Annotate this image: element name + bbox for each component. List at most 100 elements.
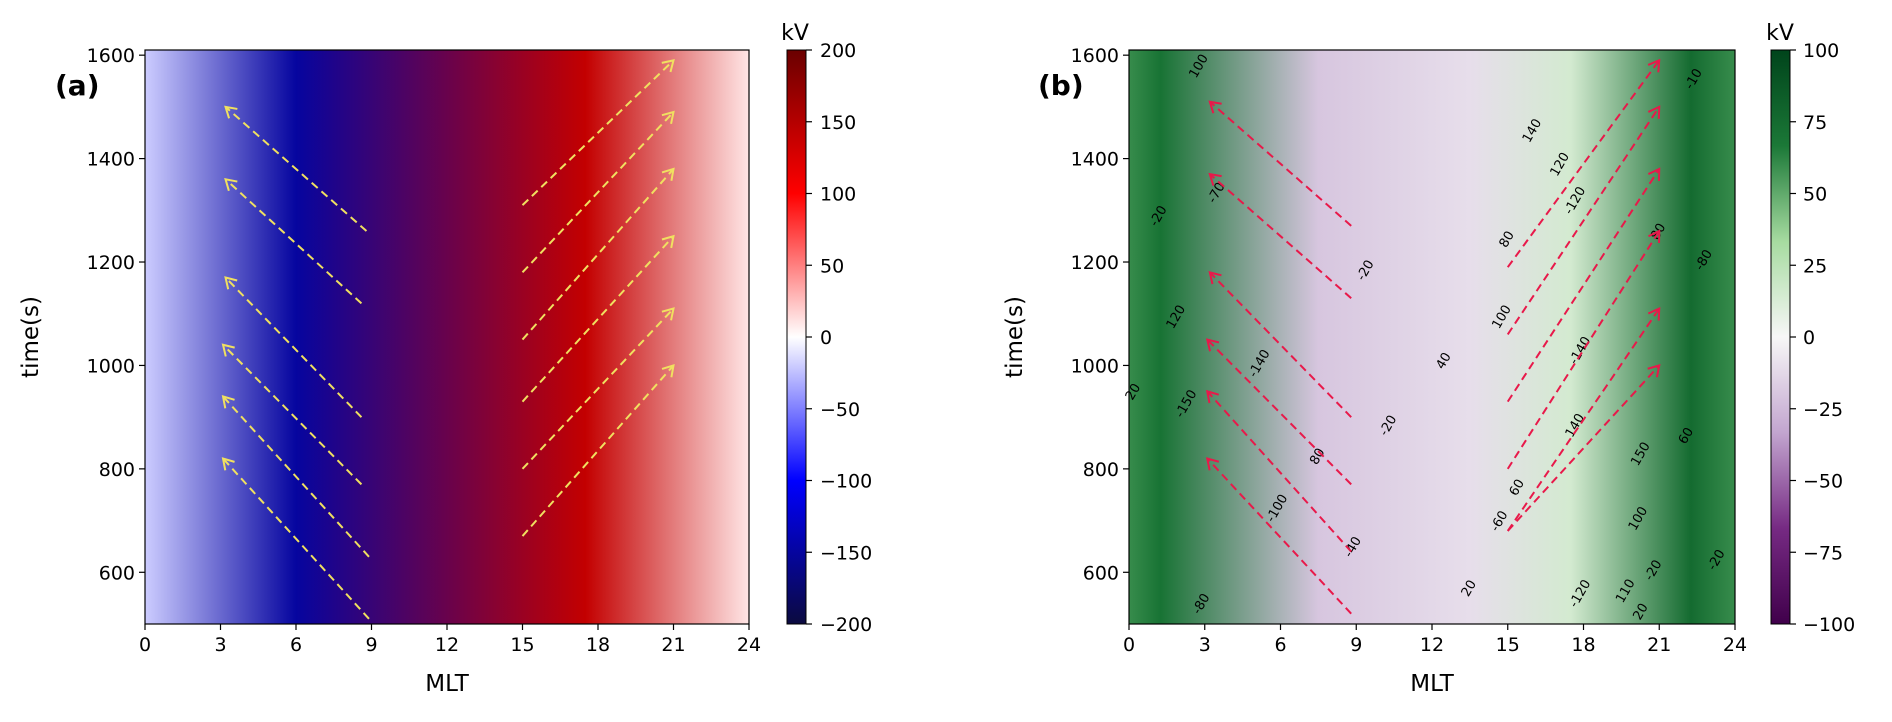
arrow-head xyxy=(1648,229,1661,244)
colorbar-tick-label: 25 xyxy=(1803,255,1827,277)
arrow xyxy=(1208,172,1352,299)
arrow xyxy=(1205,389,1352,553)
arrow-head xyxy=(1208,100,1222,114)
y-axis: 600 800 1000 1200 1400 1600 time(s) xyxy=(18,45,145,584)
arrow-shaft xyxy=(1206,390,1352,553)
colorbar-tick-label: 100 xyxy=(1803,40,1839,62)
colorbar-tick-label: 50 xyxy=(1803,184,1827,206)
colorbar-tick-label: 200 xyxy=(820,40,856,62)
arrow-head xyxy=(224,177,238,192)
colorbar-tick-label: 50 xyxy=(820,255,844,277)
contour-label: 60 xyxy=(1507,477,1528,499)
x-axis: 0 3 6 9 12 15 18 21 24 MLT xyxy=(1123,624,1747,697)
x-axis: 0 3 6 9 12 15 18 21 24 MLT xyxy=(139,624,761,697)
arrow xyxy=(1506,105,1661,335)
colorbar-tick-label: 100 xyxy=(820,184,856,206)
arrow xyxy=(521,110,675,274)
arrow xyxy=(224,177,363,305)
colorbar-tick-label: 0 xyxy=(820,327,832,349)
x-tick-label: 12 xyxy=(435,634,459,656)
arrow xyxy=(221,457,370,620)
arrow xyxy=(1506,229,1661,470)
arrow-shaft xyxy=(521,111,675,274)
x-tick-label: 12 xyxy=(1420,634,1444,656)
colorbar-tick-label: 150 xyxy=(820,112,856,134)
arrow-shaft xyxy=(521,307,675,470)
colorbar-tick-label: −200 xyxy=(820,614,872,636)
arrow xyxy=(221,343,363,486)
x-tick-label: 15 xyxy=(1496,634,1520,656)
arrow-shaft xyxy=(224,276,363,418)
arrow-shaft xyxy=(1506,168,1661,403)
y-tick-label: 800 xyxy=(99,459,135,481)
arrows xyxy=(1205,58,1661,615)
arrow-head xyxy=(1647,105,1661,119)
arrow xyxy=(221,395,370,558)
y-tick-label: 1400 xyxy=(87,149,135,171)
colorbar-scale xyxy=(786,49,807,625)
colorbar-tick-label: 0 xyxy=(1803,327,1815,349)
arrow xyxy=(521,167,675,341)
arrow xyxy=(1507,364,1661,532)
contour-label: 80 xyxy=(1497,229,1518,251)
arrow xyxy=(224,276,363,418)
heatmap-field xyxy=(145,50,749,624)
colorbar-tick-label: −100 xyxy=(820,471,872,493)
arrow-shaft xyxy=(1507,364,1660,532)
x-tick-label: 0 xyxy=(139,634,151,656)
arrow-head xyxy=(661,307,675,321)
x-tick-label: 18 xyxy=(586,634,610,656)
y-tick-label: 1600 xyxy=(87,45,135,67)
colorbar-tick-label: −50 xyxy=(820,399,860,421)
colorbar-unit: kV xyxy=(781,21,809,46)
arrow-shaft xyxy=(222,457,370,620)
arrow-shaft xyxy=(1206,457,1352,615)
arrow-head xyxy=(1208,172,1222,186)
x-axis-label: MLT xyxy=(1410,671,1454,697)
y-tick-label: 600 xyxy=(99,562,135,584)
arrow-head xyxy=(221,457,235,471)
arrow-head xyxy=(224,276,238,290)
x-tick-label: 0 xyxy=(1123,634,1135,656)
arrow-head xyxy=(1647,58,1661,73)
y-tick-label: 1200 xyxy=(87,252,135,274)
arrow-head xyxy=(1208,270,1222,285)
arrow xyxy=(521,59,675,206)
x-tick-label: 24 xyxy=(1723,634,1747,656)
y-tick-label: 1000 xyxy=(87,355,135,377)
x-tick-label: 6 xyxy=(290,634,302,656)
arrow xyxy=(1208,100,1352,227)
x-tick-label: 3 xyxy=(1199,634,1211,656)
arrow-shaft xyxy=(1209,173,1352,299)
arrow xyxy=(1506,167,1661,403)
panel-a: 0 3 6 9 12 15 18 21 24MLT6008001000120014001600t… xyxy=(18,21,872,697)
arrow-shaft xyxy=(521,364,675,537)
y-tick-label: 1000 xyxy=(1071,355,1119,377)
arrow-shaft xyxy=(222,395,370,558)
arrow-shaft xyxy=(1206,338,1352,486)
y-tick-label: 600 xyxy=(1083,562,1119,584)
colorbar-tick-label: 75 xyxy=(1803,112,1827,134)
arrow-shaft xyxy=(521,168,675,341)
y-tick-label: 1200 xyxy=(1071,252,1119,274)
contour-label: 20 xyxy=(1630,601,1651,623)
y-axis-label: time(s) xyxy=(18,296,44,378)
colorbar-tick-label: −150 xyxy=(820,542,872,564)
arrow xyxy=(1205,338,1352,486)
colorbar-tick-label: −75 xyxy=(1803,542,1843,564)
arrow-head xyxy=(1647,167,1661,181)
contour-label: 80 xyxy=(1307,446,1328,468)
arrow-head xyxy=(221,343,235,357)
contour-label: 20 xyxy=(1459,578,1480,600)
colorbar-unit: kV xyxy=(1766,21,1794,46)
x-tick-label: 6 xyxy=(1274,634,1286,656)
colorbar-tick-label: −50 xyxy=(1803,471,1843,493)
y-axis-label: time(s) xyxy=(1002,296,1028,378)
x-tick-label: 18 xyxy=(1571,634,1595,656)
heatmap-field xyxy=(1129,50,1735,624)
arrow-head xyxy=(661,110,675,125)
arrow-head xyxy=(661,364,675,378)
arrow-head xyxy=(1205,457,1220,471)
arrow xyxy=(224,105,368,232)
arrow-shaft xyxy=(1506,106,1661,335)
